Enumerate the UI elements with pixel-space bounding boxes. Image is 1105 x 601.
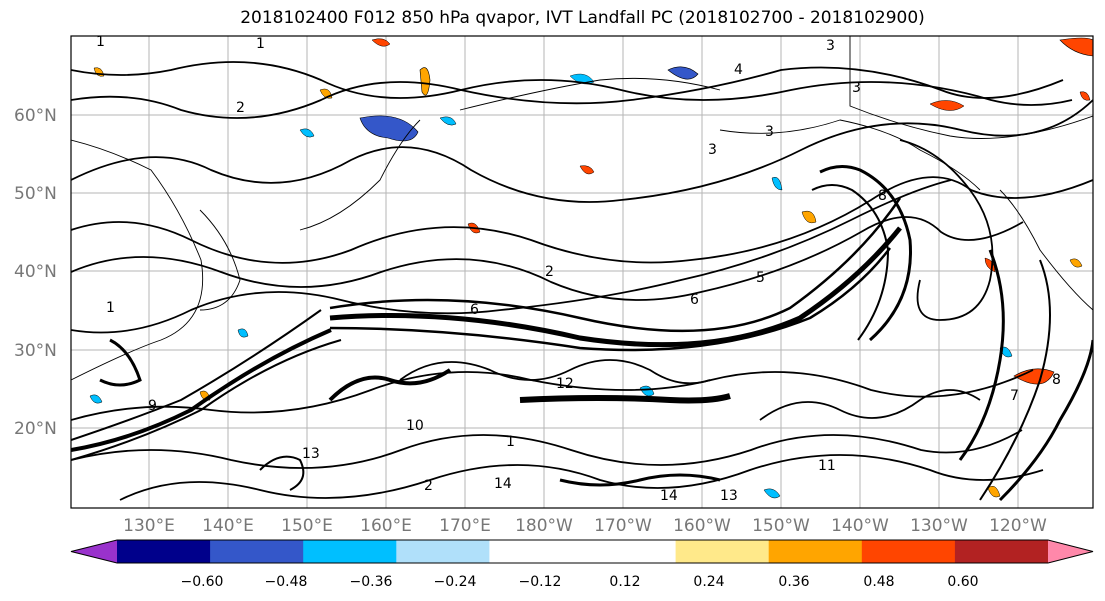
colorbar-swatch: [489, 540, 583, 563]
colorbar-tick-label: 0.24: [693, 574, 724, 590]
svg-text:2: 2: [424, 478, 433, 494]
ivt-core-contours: [71, 165, 1093, 502]
longitude-labels: 130°E 140°E 150°E 160°E 170°E 180°W 170°…: [123, 516, 1047, 536]
svg-text:1: 1: [96, 34, 105, 50]
svg-text:14: 14: [660, 488, 678, 504]
svg-text:1: 1: [506, 434, 515, 450]
colorbar-swatch: [396, 540, 490, 563]
colorbar-extend-min: [71, 540, 117, 563]
svg-text:12: 12: [556, 376, 574, 392]
svg-text:8: 8: [1052, 372, 1061, 388]
svg-text:10: 10: [406, 418, 424, 434]
colorbar-tick-label: 0.36: [778, 574, 809, 590]
svg-text:9: 9: [148, 398, 157, 414]
lat-label-20: 20°N: [14, 419, 57, 439]
colorbar-swatch: [954, 540, 1049, 563]
svg-text:3: 3: [708, 142, 717, 158]
colorbar-swatch: [303, 540, 397, 563]
colorbar-tick-label: −0.48: [265, 574, 308, 590]
svg-text:2: 2: [545, 264, 554, 280]
svg-text:13: 13: [720, 488, 738, 504]
colorbar-tick-label: −0.60: [181, 574, 224, 590]
lon-label-130e: 130°E: [123, 516, 175, 536]
colorbar-tick-label: 0.48: [863, 574, 894, 590]
graticule: [71, 36, 1093, 508]
colorbar-tick-label: 0.12: [609, 574, 640, 590]
svg-text:1: 1: [256, 36, 265, 52]
svg-text:2: 2: [236, 100, 245, 116]
lon-label-120w: 120°W: [989, 516, 1047, 536]
colorbar-swatch: [675, 540, 770, 563]
lon-label-150w: 150°W: [752, 516, 810, 536]
lon-label-140w: 140°W: [831, 516, 889, 536]
lon-label-160e: 160°E: [360, 516, 412, 536]
colorbar-tick-label: −0.24: [434, 574, 477, 590]
lon-label-140e: 140°E: [202, 516, 254, 536]
svg-text:3: 3: [765, 124, 774, 140]
colorbar: [70, 539, 1094, 564]
lat-label-30: 30°N: [14, 341, 57, 361]
lon-label-170e: 170°E: [439, 516, 491, 536]
ivt-contours: [71, 61, 1093, 501]
colorbar-swatch: [117, 540, 211, 563]
colorbar-swatch: [768, 540, 863, 563]
lat-label-60: 60°N: [14, 106, 57, 126]
latitude-labels: 60°N 50°N 40°N 30°N 20°N: [14, 106, 57, 439]
svg-text:4: 4: [734, 62, 743, 78]
svg-text:14: 14: [494, 476, 512, 492]
svg-text:7: 7: [1010, 388, 1019, 404]
svg-text:3: 3: [826, 38, 835, 54]
lat-label-50: 50°N: [14, 184, 57, 204]
colorbar-tick-label: −0.36: [350, 574, 393, 590]
lon-label-180w: 180°W: [515, 516, 573, 536]
svg-text:11: 11: [818, 458, 836, 474]
colorbar-tick-label: −0.12: [519, 574, 562, 590]
svg-text:6: 6: [470, 302, 479, 318]
lon-label-150e: 150°E: [281, 516, 333, 536]
svg-text:5: 5: [756, 270, 765, 286]
svg-text:3: 3: [852, 80, 861, 96]
colorbar-extend-max: [1048, 540, 1093, 563]
lon-label-170w: 170°W: [594, 516, 652, 536]
colorbar-tick-label: 0.60: [947, 574, 978, 590]
lon-label-160w: 160°W: [673, 516, 731, 536]
svg-text:13: 13: [302, 446, 320, 462]
svg-text:6: 6: [690, 292, 699, 308]
svg-text:1: 1: [106, 300, 115, 316]
contour-labels: 1 1 2 2 3 3 3 3 4 5 6 6 8 9 10 11 13 14 …: [96, 34, 1061, 504]
colorbar-tick-labels: −0.60 −0.48 −0.36 −0.24 −0.12 0.12 0.24 …: [181, 574, 979, 590]
colorbar-outline: [70, 539, 1094, 564]
colorbar-swatch: [210, 540, 304, 563]
lon-label-130w: 130°W: [910, 516, 968, 536]
map-title: 2018102400 F012 850 hPa qvapor, IVT Land…: [240, 8, 925, 28]
colorbar-swatch: [582, 540, 677, 563]
lat-label-40: 40°N: [14, 262, 57, 282]
map-frame: [70, 35, 1094, 509]
colorbar-swatch: [861, 540, 956, 563]
anomaly-shading: [89, 37, 1093, 499]
svg-text:8: 8: [878, 188, 887, 204]
